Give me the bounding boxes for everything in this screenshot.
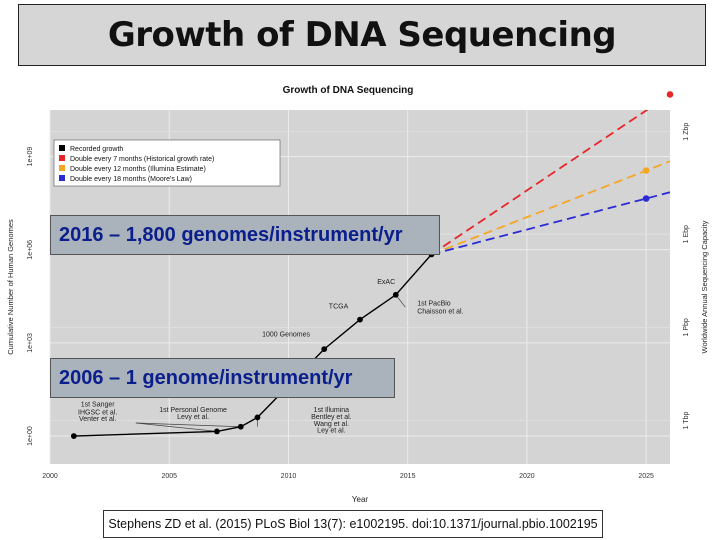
x-tick-label: 2020 <box>519 473 535 480</box>
x-tick-label: 2000 <box>42 473 58 480</box>
legend-label: Double every 18 months (Moore's Law) <box>70 176 192 183</box>
annotation-label: 1st Sanger <box>81 402 116 409</box>
annotation-label: TCGA <box>329 304 349 311</box>
annotation-label: Levy et al. <box>177 414 209 421</box>
projection-point <box>642 167 650 174</box>
y-tick-label: 1e+03 <box>27 333 34 353</box>
y2-tick-label: 1 Zbp <box>683 123 690 141</box>
projection-point <box>642 195 650 202</box>
annotation-label: Bentley et al. <box>311 414 352 421</box>
slide-title-box: Growth of DNA Sequencing <box>18 4 706 66</box>
legend-swatch <box>59 175 65 181</box>
annotation-leader-line <box>135 422 241 428</box>
projection-line-3 <box>431 191 670 256</box>
annotation-label: Chaisson et al. <box>417 308 463 315</box>
projection-point <box>666 91 674 98</box>
annotation-label: ExAC <box>377 279 395 286</box>
y2-tick-label: 1 Pbp <box>683 318 690 336</box>
annotation-leader-line <box>135 422 217 432</box>
legend-swatch <box>59 155 65 161</box>
recorded-point <box>357 316 363 323</box>
citation: Stephens ZD et al. (2015) PLoS Biol 13(7… <box>103 510 603 538</box>
legend-label: Double every 7 months (Historical growth… <box>70 156 214 163</box>
annotation-label: Ley et al. <box>317 428 345 435</box>
annotation-label: 1000 Genomes <box>262 332 310 339</box>
annotation-label: IHGSC et al. <box>78 409 117 416</box>
legend-swatch <box>59 145 65 151</box>
x-tick-label: 2015 <box>400 473 416 480</box>
legend-label: Double every 12 months (Illumina Estimat… <box>70 166 206 173</box>
y-tick-label: 1e+00 <box>27 426 34 446</box>
projection-line-1 <box>430 110 649 256</box>
annotation-label: Wang et al. <box>314 421 349 428</box>
annotation-label: 1st Illumina <box>314 407 350 414</box>
recorded-point <box>392 291 399 298</box>
annotation-label: 1st PacBio <box>417 301 451 308</box>
y2-tick-label: 1 Ebp <box>683 225 690 243</box>
chart-title: Growth of DNA Sequencing <box>283 85 414 96</box>
x-axis-label: Year <box>352 495 369 504</box>
callout-2006: 2006 – 1 genome/instrument/yr <box>50 358 395 398</box>
x-tick-label: 2025 <box>638 473 654 480</box>
callout-2016: 2016 – 1,800 genomes/instrument/yr <box>50 215 440 255</box>
annotation-label: 1st Personal Genome <box>159 407 227 414</box>
recorded-point <box>214 428 220 435</box>
recorded-point <box>70 433 77 439</box>
recorded-point <box>237 423 244 430</box>
x-tick-label: 2005 <box>161 473 177 480</box>
y-axis-label: Cumulative Number of Human Genomes <box>6 219 15 355</box>
annotation-label: Venter et al. <box>79 416 116 423</box>
x-tick-label: 2010 <box>281 473 297 480</box>
legend-box <box>53 139 281 187</box>
y-tick-label: 1e+09 <box>27 147 34 167</box>
slide-title: Growth of DNA Sequencing <box>107 15 617 55</box>
legend-swatch <box>59 165 65 171</box>
y2-tick-label: 1 Tbp <box>683 412 690 430</box>
y-tick-label: 1e+06 <box>27 240 34 260</box>
y2-axis-label: Worldwide Annual Sequencing Capacity <box>700 220 709 353</box>
dna-sequencing-chart: Growth of DNA Sequencing 2000 2005 2010 2015… <box>0 76 720 510</box>
legend-label: Recorded growth <box>70 146 123 153</box>
recorded-point <box>321 346 328 353</box>
recorded-point <box>254 414 261 421</box>
